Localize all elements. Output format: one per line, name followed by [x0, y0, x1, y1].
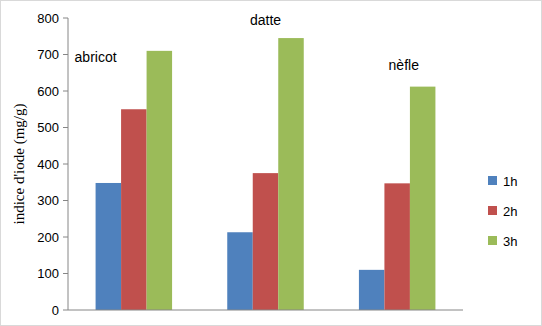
bar	[384, 183, 410, 310]
y-tick	[63, 200, 68, 201]
y-tick-label: 600	[37, 84, 59, 99]
legend-swatch	[488, 206, 497, 215]
y-tick-label: 0	[52, 303, 59, 318]
bar	[253, 173, 279, 310]
y-tick-label: 500	[37, 120, 59, 135]
legend-label: 2h	[503, 204, 517, 219]
y-tick-label: 700	[37, 47, 59, 62]
legend-label: 1h	[503, 174, 517, 189]
y-tick	[63, 18, 68, 19]
y-tick	[63, 310, 68, 311]
y-tick	[63, 273, 68, 274]
legend-swatch	[488, 176, 497, 185]
bar	[359, 270, 385, 310]
bar	[278, 38, 304, 310]
bar	[147, 51, 173, 310]
y-tick	[63, 237, 68, 238]
bar	[121, 109, 147, 310]
y-tick	[63, 54, 68, 55]
y-tick-label: 300	[37, 193, 59, 208]
bars	[96, 38, 436, 310]
chart-root: 0 100 200 300 400 500 600 700 800 indice d'iode (…	[0, 0, 542, 326]
category-label: abricot	[75, 49, 117, 65]
y-tick	[63, 91, 68, 92]
y-tick-label: 200	[37, 230, 59, 245]
x-axis	[68, 310, 463, 311]
y-axis	[68, 18, 69, 310]
category-label: datte	[250, 12, 281, 28]
y-tick	[63, 127, 68, 128]
legend: 1h 2h 3h	[488, 174, 517, 249]
y-tick-label: 800	[37, 11, 59, 26]
y-tick	[63, 164, 68, 165]
legend-swatch	[488, 236, 497, 245]
bar	[96, 183, 122, 310]
bar	[410, 87, 436, 310]
bar	[227, 232, 253, 310]
chart: 0 100 200 300 400 500 600 700 800 indice d'iode (…	[0, 0, 542, 326]
y-axis-label: indice d'iode (mg/g)	[11, 103, 28, 224]
y-tick-label: 400	[37, 157, 59, 172]
legend-label: 3h	[503, 234, 517, 249]
chart-border	[1, 1, 542, 326]
y-tick-label: 100	[37, 266, 59, 281]
category-label: nèfle	[389, 57, 420, 73]
